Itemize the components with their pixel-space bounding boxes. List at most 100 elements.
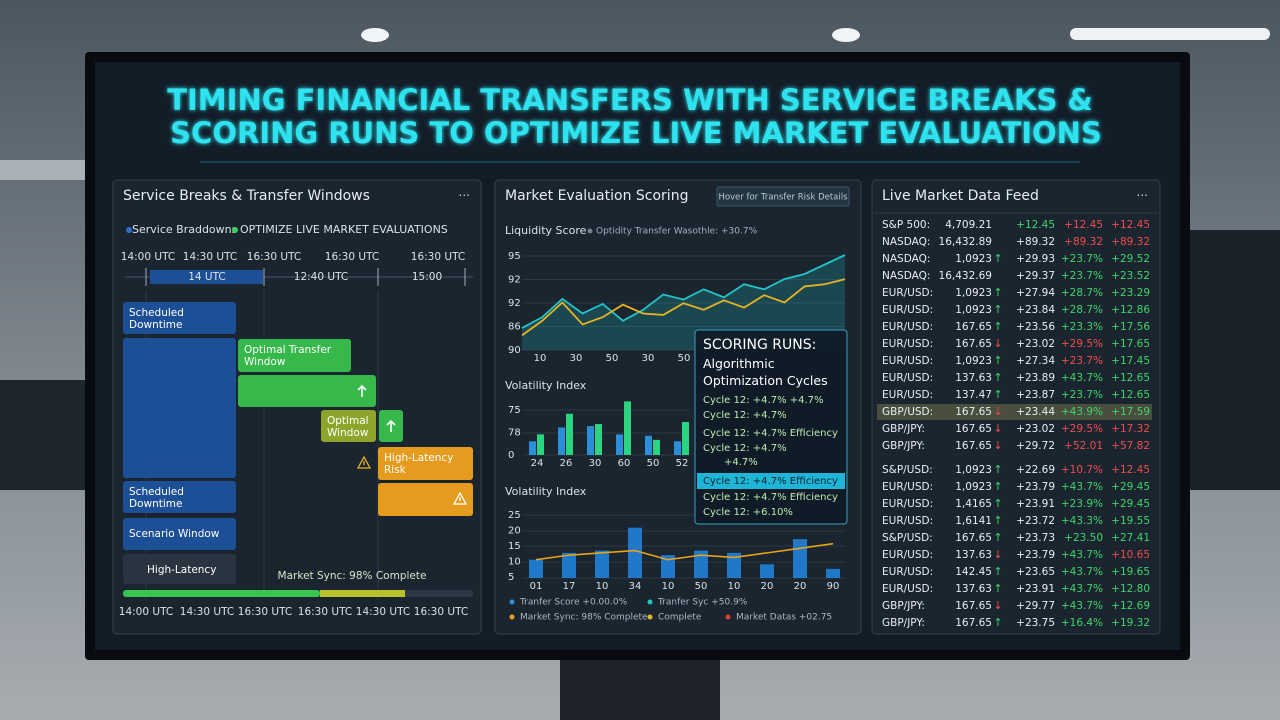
progress-fill xyxy=(123,590,320,597)
block: Scheduled Downtime xyxy=(123,302,236,334)
chart-label: Liquidity Score xyxy=(505,224,587,237)
change: +19.65 xyxy=(1111,566,1150,578)
symbol: EUR/USD: xyxy=(882,338,933,350)
block: Scenario Window xyxy=(123,518,236,550)
direction: ↑ xyxy=(993,354,1002,367)
bar xyxy=(674,441,681,455)
bar xyxy=(727,552,741,578)
legend-swatch xyxy=(725,614,731,620)
change: +12.69 xyxy=(1111,600,1150,612)
time-label: 14:30 UTC xyxy=(180,606,234,618)
y-tick-label: 0 xyxy=(508,450,514,461)
bar xyxy=(587,426,594,455)
x-tick-label: 30 xyxy=(570,353,583,364)
symbol: EUR/USD: xyxy=(882,372,933,384)
x-tick-label: 60 xyxy=(618,458,631,469)
direction: ↑ xyxy=(993,582,1002,595)
direction: ↑ xyxy=(993,286,1002,299)
tooltip-line: Cycle 12: +6.10% xyxy=(703,507,793,518)
button-label[interactable]: Hover for Transfer Risk Details xyxy=(718,193,848,203)
change: +29.37 xyxy=(1016,270,1055,282)
price: 167.65 xyxy=(955,600,992,612)
change: +27.34 xyxy=(1016,355,1055,367)
change: +23.3% xyxy=(1061,321,1103,333)
legend-entry: OPTIMIZE LIVE MARKET EVALUATIONS xyxy=(240,223,448,236)
x-tick-label: 26 xyxy=(560,458,573,469)
change: +12.45 xyxy=(1064,219,1103,231)
x-tick-label: 50 xyxy=(606,353,619,364)
change: +57.82 xyxy=(1111,440,1150,452)
direction: ↑ xyxy=(993,252,1002,265)
block: High-Latency xyxy=(123,554,236,584)
warning-icon xyxy=(356,455,372,469)
change: +19.55 xyxy=(1111,515,1150,527)
y-tick-label: 5 xyxy=(508,572,514,583)
change: +43.7% xyxy=(1061,481,1103,493)
change: +43.7% xyxy=(1061,549,1103,561)
change: +22.69 xyxy=(1016,464,1055,476)
sync-status: Market Sync: 98% Complete xyxy=(278,570,427,582)
time-label: 14:00 UTC xyxy=(119,606,173,618)
window-light xyxy=(0,160,85,180)
bar xyxy=(537,434,544,455)
change: +23.02 xyxy=(1016,423,1055,435)
time-label: 16:30 UTC xyxy=(414,606,468,618)
tooltip-line: Cycle 12: +4.7% xyxy=(703,443,787,454)
change: +12.65 xyxy=(1111,389,1150,401)
x-tick-label: 01 xyxy=(530,581,543,592)
direction: ↑ xyxy=(993,565,1002,578)
button[interactable] xyxy=(716,186,850,207)
symbol: GBP/JPY: xyxy=(882,600,925,612)
symbol: EUR/USD: xyxy=(882,583,933,595)
time-label: 14 UTC xyxy=(188,271,226,283)
symbol: GBP/USD: xyxy=(882,406,933,418)
x-tick-label: 50 xyxy=(695,581,708,592)
row-highlight xyxy=(877,404,1152,420)
price: 16,432.69 xyxy=(939,270,992,282)
bar xyxy=(645,435,652,455)
price: 1,0923 xyxy=(955,481,992,493)
symbol: S&P 500: xyxy=(882,219,930,231)
change: +29.52 xyxy=(1111,253,1150,265)
change: +23.7% xyxy=(1061,253,1103,265)
y-tick-label: 75 xyxy=(508,405,521,416)
y-tick-label: 25 xyxy=(508,510,521,521)
x-tick-label: 52 xyxy=(676,458,689,469)
change: +29.72 xyxy=(1016,440,1055,452)
change: +23.44 xyxy=(1016,406,1055,418)
direction: ↑ xyxy=(993,463,1002,476)
bar xyxy=(624,401,631,455)
change: +29.5% xyxy=(1061,338,1103,350)
time-label: 16:30 UTC xyxy=(411,251,465,263)
change: +29.45 xyxy=(1111,498,1150,510)
bar xyxy=(682,422,689,455)
change: +17.65 xyxy=(1111,338,1150,350)
change: +29.45 xyxy=(1111,481,1150,493)
change: +12.45 xyxy=(1111,219,1150,231)
time-label: 14:30 UTC xyxy=(183,251,237,263)
tooltip-title: SCORING RUNS: xyxy=(703,337,816,353)
change: +23.72 xyxy=(1016,515,1055,527)
title: SCORING RUNS TO OPTIMIZE LIVE MARKET EVA… xyxy=(170,116,1102,150)
x-tick-label: 50 xyxy=(647,458,660,469)
change: +27.94 xyxy=(1016,287,1055,299)
block xyxy=(123,338,236,478)
change: +12.65 xyxy=(1111,372,1150,384)
y-tick-label: 90 xyxy=(508,345,521,356)
symbol: EUR/USD: xyxy=(882,287,933,299)
y-tick-label: 20 xyxy=(508,526,521,537)
change: +10.7% xyxy=(1061,464,1103,476)
tooltip-highlight xyxy=(697,473,845,489)
x-tick-label: 50 xyxy=(678,353,691,364)
warning-icon xyxy=(452,491,468,505)
time-label: 15:00 xyxy=(412,271,442,283)
change: +52.01 xyxy=(1064,440,1103,452)
direction: ↑ xyxy=(993,616,1002,629)
tooltip-line: Cycle 12: +4.7% Efficiency xyxy=(703,476,838,487)
change: +23.65 xyxy=(1016,566,1055,578)
legend-swatch xyxy=(509,614,515,620)
ceiling-light xyxy=(361,28,389,42)
change: +28.7% xyxy=(1061,287,1103,299)
change: +17.32 xyxy=(1111,423,1150,435)
